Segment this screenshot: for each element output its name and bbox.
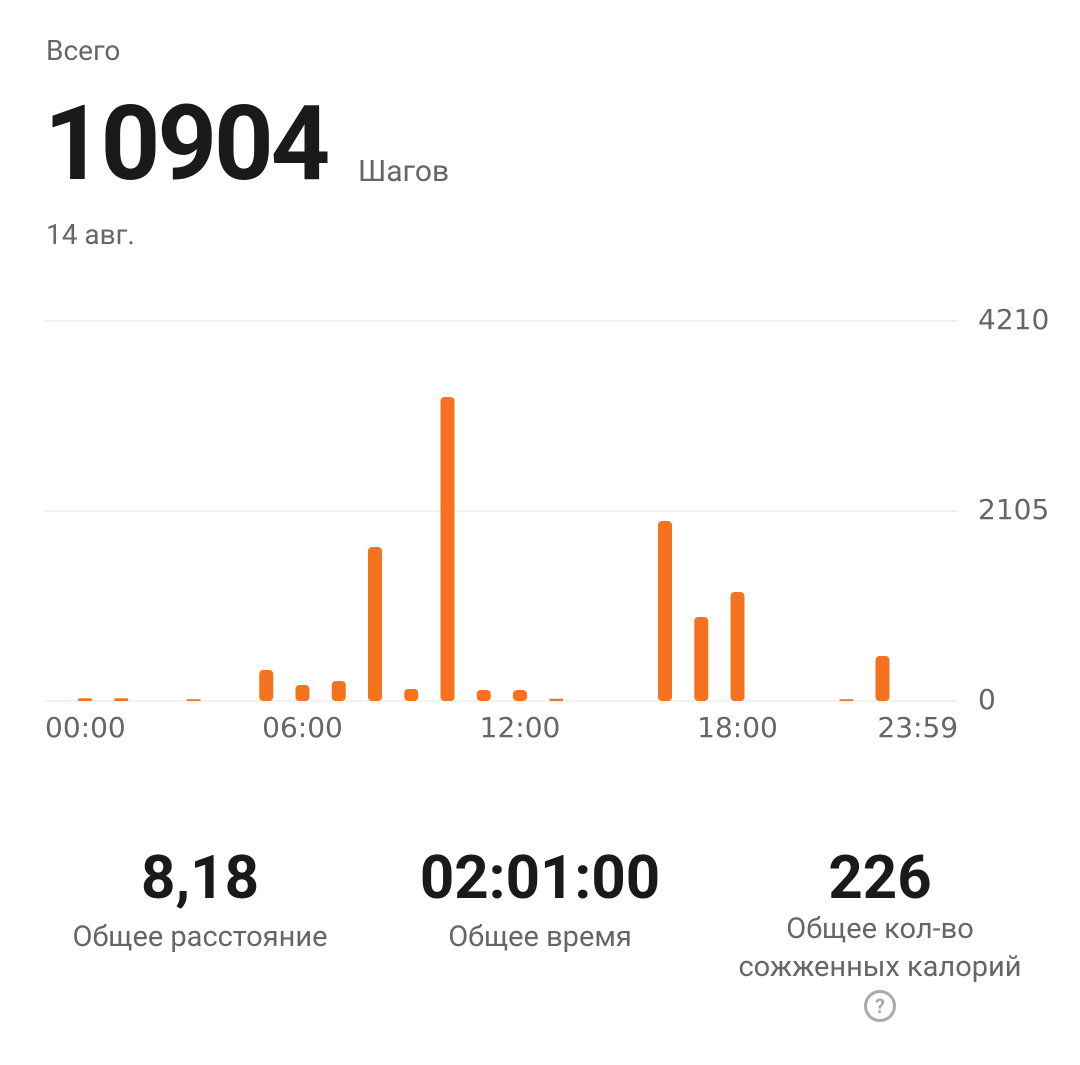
- bar: [186, 699, 201, 701]
- stat-value: 02:01:00: [419, 842, 661, 913]
- bar: [513, 689, 527, 701]
- bar: [658, 521, 672, 701]
- help-icon[interactable]: ?: [864, 990, 896, 1022]
- y-tick-label: 4210: [978, 303, 1049, 336]
- total-steps: 10904: [44, 84, 330, 205]
- stat-label: Общее кол-во сожженных калорий: [738, 912, 1022, 984]
- bar: [730, 592, 745, 701]
- bar: [839, 699, 854, 701]
- stat-label: Общее расстояние: [72, 920, 328, 954]
- x-tick-label: 00:00: [45, 711, 126, 744]
- x-tick-label: 12:00: [480, 711, 561, 744]
- x-tick-label: 18:00: [697, 711, 778, 744]
- bar: [114, 698, 129, 701]
- date: 14 авг.: [46, 218, 135, 251]
- bar: [549, 698, 564, 701]
- bar: [368, 547, 382, 701]
- stat-label: Общее время: [448, 920, 632, 954]
- stat: 02:01:00 Общее время: [370, 838, 710, 956]
- bar: [440, 397, 455, 701]
- y-tick-label: 0: [978, 683, 996, 716]
- bar: [295, 685, 310, 701]
- stat-value: 226: [828, 842, 932, 913]
- x-tick-label: 06:00: [262, 711, 343, 744]
- chart: 0 2105 4210 00:00 06:00 12:00 18:00 23:59: [45, 303, 1049, 744]
- bar: [694, 617, 709, 701]
- x-tick-label: 23:59: [877, 711, 958, 744]
- stat: 8,18 Общее расстояние: [30, 838, 370, 956]
- unit: Шагов: [358, 154, 450, 189]
- bar: [78, 698, 92, 701]
- bar: [331, 680, 346, 701]
- bar: [476, 689, 491, 701]
- bar: [259, 670, 274, 701]
- bar: [875, 656, 890, 701]
- bar: [404, 688, 419, 701]
- stat: 226 Общее кол-во сожженных калорий?: [710, 838, 1050, 1022]
- stat-value: 8,18: [140, 842, 260, 913]
- y-tick-label: 2105: [978, 493, 1049, 526]
- header-label: Всего: [46, 34, 121, 67]
